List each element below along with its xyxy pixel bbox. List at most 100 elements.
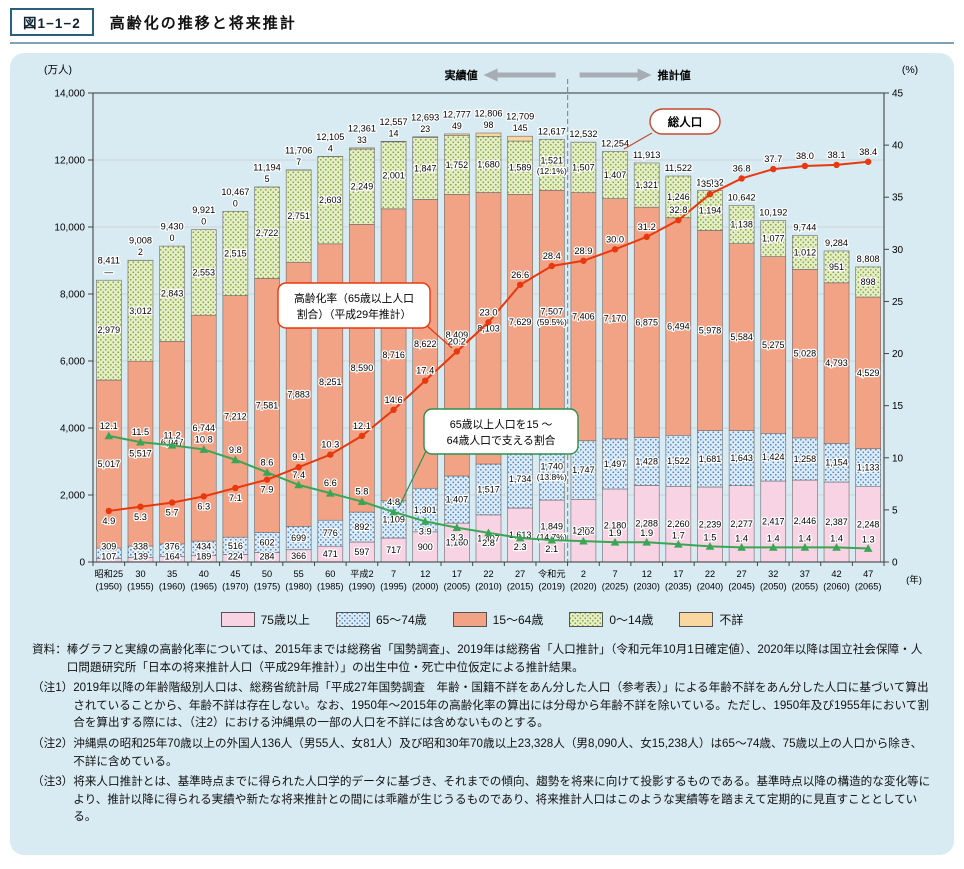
aging-rate-marker [454,348,460,354]
svg-text:2,979: 2,979 [98,325,121,335]
aging-rate-marker [675,217,681,223]
svg-text:2,446: 2,446 [794,516,817,526]
svg-text:49: 49 [452,121,462,131]
svg-text:12,709: 12,709 [506,112,534,122]
svg-text:4.9: 4.9 [102,516,115,526]
svg-text:10.3: 10.3 [321,440,339,450]
svg-text:9.8: 9.8 [229,445,242,455]
svg-text:1,138: 1,138 [730,220,753,230]
x-tick-year: (1975) [254,582,281,592]
svg-text:1,681: 1,681 [699,454,722,464]
svg-text:33: 33 [357,135,367,145]
aging-rate-marker [106,508,112,514]
note-3-text: 将来人口推計とは、基準時点までに得られた人口学的データに基づき、それまでの傾向、… [73,773,932,826]
x-tick-era: 37 [800,569,810,579]
svg-text:1,133: 1,133 [857,463,880,473]
svg-text:26.6: 26.6 [511,270,529,280]
svg-text:2: 2 [138,247,143,257]
svg-text:—: — [104,267,113,277]
svg-text:37.7: 37.7 [764,154,782,164]
legend-label: 0〜14歳 [609,611,653,628]
y-left-tick-label: 10,000 [54,223,85,234]
svg-text:11,194: 11,194 [253,163,280,173]
x-tick-year: (2015) [507,582,534,592]
svg-text:1,643: 1,643 [730,453,753,463]
svg-text:2,515: 2,515 [224,248,247,258]
aging-rate-marker [644,234,650,240]
svg-text:1,752: 1,752 [446,160,469,170]
svg-text:11.2: 11.2 [163,430,180,440]
svg-text:8,251: 8,251 [319,377,342,387]
svg-text:(12.1%): (12.1%) [537,166,567,176]
x-tick-era: 12 [420,569,430,579]
svg-text:17.4: 17.4 [416,366,434,376]
svg-text:23: 23 [420,124,430,134]
svg-text:7,581: 7,581 [256,400,279,410]
annotation-total-population [624,109,720,149]
svg-text:1,521: 1,521 [541,155,564,165]
svg-text:5,017: 5,017 [98,459,121,469]
x-tick-era: 令和元 [538,568,566,579]
svg-text:12,693: 12,693 [411,112,439,122]
svg-text:2,751: 2,751 [287,211,310,221]
svg-text:1,012: 1,012 [794,248,817,258]
svg-text:1,740: 1,740 [541,461,564,471]
figure-number: 図1−1−2 [10,8,94,36]
aging-rate-marker [390,407,396,413]
footnotes: 資料： 棒グラフと実線の高齢化率については、2015年までは総務省「国勢調査」、… [32,641,932,826]
svg-text:3.3: 3.3 [450,533,463,543]
svg-text:699: 699 [291,533,306,543]
svg-text:10.8: 10.8 [195,434,213,444]
svg-text:6.3: 6.3 [197,501,210,511]
svg-text:8.6: 8.6 [261,457,274,467]
aging-rate-box-line2: 割合）（平成29年推計） [297,307,412,321]
y-right-tick-label: 25 [892,297,904,308]
svg-text:1.4: 1.4 [735,533,748,543]
x-tick-era: 27 [515,569,525,579]
x-axis-unit: (年) [906,574,922,586]
svg-text:6,875: 6,875 [635,317,658,327]
svg-text:12,806: 12,806 [474,109,502,119]
legend-swatch-p0_14 [569,612,603,627]
x-tick-year: (2035) [665,582,692,592]
source-label: 資料： [32,641,67,676]
svg-text:(59.5%): (59.5%) [537,317,567,327]
x-tick-year: (1970) [222,582,249,592]
svg-text:224: 224 [228,552,243,562]
svg-text:2,603: 2,603 [319,195,342,205]
aging-rate-marker [707,191,713,197]
projection-label: 推計値 [658,68,691,82]
legend-item-p15_64: 15〜64歳 [453,611,544,628]
svg-text:1,258: 1,258 [794,454,817,464]
svg-text:1,734: 1,734 [509,474,532,484]
svg-text:12,361: 12,361 [348,123,376,133]
svg-text:309: 309 [101,542,116,552]
svg-text:7.4: 7.4 [292,470,305,480]
svg-text:3,012: 3,012 [129,306,152,316]
x-tick-year: (2030) [633,582,660,592]
svg-text:11,522: 11,522 [665,163,692,173]
svg-text:32.8: 32.8 [669,205,687,215]
aging-rate-marker [612,246,618,252]
x-tick-era: 17 [452,569,462,579]
svg-text:7,212: 7,212 [224,411,247,421]
svg-text:5.7: 5.7 [166,508,179,518]
svg-text:9,430: 9,430 [161,222,184,232]
legend-label: 15〜64歳 [493,611,544,628]
svg-text:2,001: 2,001 [382,170,405,180]
svg-text:31.2: 31.2 [638,222,656,232]
svg-text:12,254: 12,254 [601,138,629,148]
svg-text:1,507: 1,507 [572,162,595,172]
legend-swatch-p75 [221,612,255,627]
svg-text:145: 145 [513,123,528,133]
x-tick-era: 17 [673,569,683,579]
x-tick-era: 2 [581,569,586,579]
x-tick-era: 7 [391,569,396,579]
svg-text:776: 776 [323,528,338,538]
svg-text:11,706: 11,706 [285,145,312,155]
svg-text:6,494: 6,494 [667,322,690,332]
aging-rate-marker [517,282,523,288]
y-right-tick-label: 10 [892,453,904,464]
legend-item-p65_74: 65〜74歳 [336,611,427,628]
svg-text:1,497: 1,497 [604,459,627,469]
